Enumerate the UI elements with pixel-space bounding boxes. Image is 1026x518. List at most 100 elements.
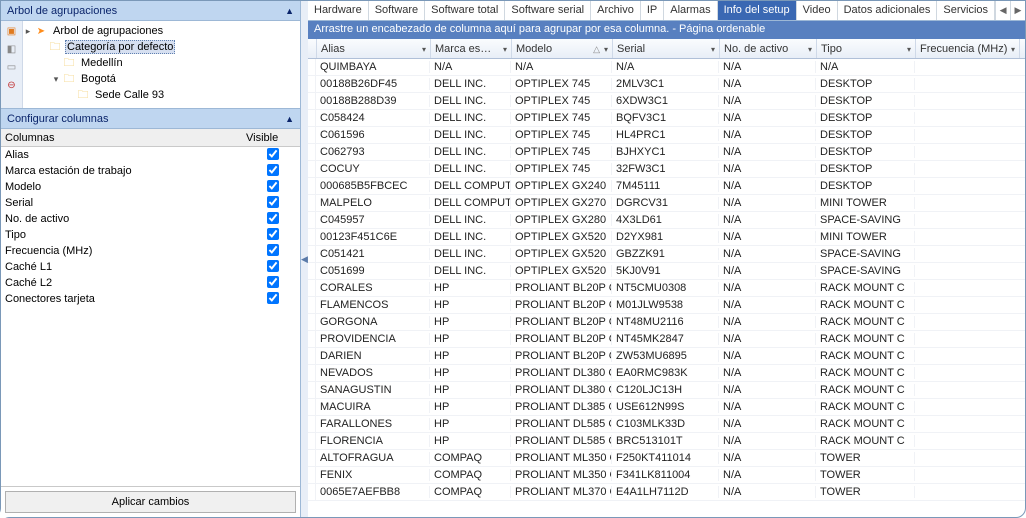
tab-scroll-left[interactable]: ◀: [995, 1, 1010, 20]
tree-item-label: Sede Calle 93: [93, 89, 166, 101]
table-row[interactable]: MACUIRAHPPROLIANT DL385 GUSE612N99SN/ARA…: [308, 399, 1025, 416]
table-row[interactable]: C051699DELL INC.OPTIPLEX GX5205KJ0V91N/A…: [308, 263, 1025, 280]
column-header[interactable]: Marca es…▾: [431, 39, 512, 58]
tree-root-label[interactable]: Arbol de agrupaciones: [51, 25, 165, 37]
table-row[interactable]: FARALLONESHPPROLIANT DL585 GC103MLK33DN/…: [308, 416, 1025, 433]
filter-dropdown-icon[interactable]: ▾: [503, 45, 507, 54]
table-row[interactable]: 00188B26DF45DELL INC.OPTIPLEX 7452MLV3C1…: [308, 76, 1025, 93]
visible-checkbox[interactable]: [267, 212, 279, 224]
filter-dropdown-icon[interactable]: ▾: [1011, 45, 1015, 54]
filter-dropdown-icon[interactable]: ▾: [907, 45, 911, 54]
table-row[interactable]: FLORENCIAHPPROLIANT DL585 GBRC513101TN/A…: [308, 433, 1025, 450]
tree-btn-2[interactable]: ◧: [4, 41, 20, 57]
visible-checkbox[interactable]: [267, 292, 279, 304]
row-indicator: [308, 93, 316, 109]
visible-checkbox[interactable]: [267, 228, 279, 240]
tab-alarmas[interactable]: Alarmas: [664, 1, 717, 20]
table-cell: COCUY: [316, 163, 430, 175]
table-cell: RACK MOUNT C: [816, 367, 915, 379]
visible-checkbox[interactable]: [267, 180, 279, 192]
tab-datos-adicionales[interactable]: Datos adicionales: [838, 1, 938, 20]
table-row[interactable]: ALTOFRAGUACOMPAQPROLIANT ML350 GF250KT41…: [308, 450, 1025, 467]
table-row[interactable]: C058424DELL INC.OPTIPLEX 745BQFV3C1N/ADE…: [308, 110, 1025, 127]
table-row[interactable]: PROVIDENCIAHPPROLIANT BL20P GNT45MK2847N…: [308, 331, 1025, 348]
apply-button[interactable]: Aplicar cambios: [5, 491, 296, 513]
column-header[interactable]: No. de activo▾: [720, 39, 817, 58]
table-row[interactable]: FENIXCOMPAQPROLIANT ML350 GF341LK811004N…: [308, 467, 1025, 484]
tab-software-total[interactable]: Software total: [425, 1, 505, 20]
filter-dropdown-icon[interactable]: ▾: [711, 45, 715, 54]
tab-servicios[interactable]: Servicios: [937, 1, 995, 20]
column-header[interactable]: Tipo ▾: [817, 39, 916, 58]
table-row[interactable]: CORALESHPPROLIANT BL20P GNT5CMU0308N/ARA…: [308, 280, 1025, 297]
filter-dropdown-icon[interactable]: ▾: [422, 45, 426, 54]
tree-btn-1[interactable]: ▣: [4, 23, 20, 39]
tab-info-del-setup[interactable]: Info del setup: [718, 1, 797, 20]
column-header-label: Tipo: [821, 43, 842, 55]
table-row[interactable]: DARIENHPPROLIANT BL20P GZW53MU6895N/ARAC…: [308, 348, 1025, 365]
table-row[interactable]: COCUYDELL INC.OPTIPLEX 74532FW3C1N/ADESK…: [308, 161, 1025, 178]
column-header[interactable]: Modelo△▾: [512, 39, 613, 58]
table-cell: N/A: [719, 367, 816, 379]
tree-panel-header[interactable]: Arbol de agrupaciones ▲: [1, 1, 300, 21]
tab-video[interactable]: Video: [797, 1, 838, 20]
table-row[interactable]: GORGONAHPPROLIANT BL20P GNT48MU2116N/ARA…: [308, 314, 1025, 331]
tree-btn-3[interactable]: ▭: [4, 59, 20, 75]
table-row[interactable]: 00123F451C6EDELL INC.OPTIPLEX GX520D2YX9…: [308, 229, 1025, 246]
splitter[interactable]: ◀: [301, 1, 308, 517]
table-cell: N/A: [612, 61, 719, 73]
tab-software[interactable]: Software: [369, 1, 425, 20]
tab-hardware[interactable]: Hardware: [308, 1, 369, 20]
table-row[interactable]: MALPELODELL COMPUTOPTIPLEX GX270DGRCV31N…: [308, 195, 1025, 212]
tree-item[interactable]: 🗀Sede Calle 93: [23, 87, 296, 103]
filter-dropdown-icon[interactable]: ▾: [604, 45, 608, 54]
table-cell: N/A: [719, 435, 816, 447]
columns-panel-header[interactable]: Configurar columnas ▲: [1, 109, 300, 129]
tree-item[interactable]: ▾🗀Bogotá: [23, 71, 296, 87]
table-row[interactable]: C051421DELL INC.OPTIPLEX GX520GBZZK91N/A…: [308, 246, 1025, 263]
table-row[interactable]: SANAGUSTINHPPROLIANT DL380 GC120LJC13HN/…: [308, 382, 1025, 399]
table-row[interactable]: 000685B5FBCECDELL COMPUTOPTIPLEX GX2407M…: [308, 178, 1025, 195]
table-cell: N/A: [719, 95, 816, 107]
row-indicator: [308, 263, 316, 279]
table-row[interactable]: QUIMBAYAN/AN/AN/AN/AN/A: [308, 59, 1025, 76]
column-header[interactable]: Frecuencia (MHz)▾: [916, 39, 1020, 58]
table-cell: N/A: [719, 452, 816, 464]
config-row: Tipo: [1, 227, 300, 243]
tab-archivo[interactable]: Archivo: [591, 1, 641, 20]
table-cell: N/A: [719, 486, 816, 498]
table-row[interactable]: 00188B288D39DELL INC.OPTIPLEX 7456XDW3C1…: [308, 93, 1025, 110]
table-row[interactable]: FLAMENCOSHPPROLIANT BL20P GM01JLW9538N/A…: [308, 297, 1025, 314]
filter-dropdown-icon[interactable]: ▾: [808, 45, 812, 54]
visible-checkbox[interactable]: [267, 196, 279, 208]
column-header[interactable]: Alias▾: [317, 39, 431, 58]
table-cell: N/A: [719, 333, 816, 345]
config-label: Caché L1: [5, 261, 246, 273]
tree-btn-delete[interactable]: ⊖: [4, 77, 20, 93]
tab-ip[interactable]: IP: [641, 1, 664, 20]
table-cell: RACK MOUNT C: [816, 316, 915, 328]
table-cell: QUIMBAYA: [316, 61, 430, 73]
table-cell: N/A: [719, 316, 816, 328]
table-row[interactable]: NEVADOSHPPROLIANT DL380 GEA0RMC983KN/ARA…: [308, 365, 1025, 382]
table-row[interactable]: C045957DELL INC.OPTIPLEX GX2804X3LD61N/A…: [308, 212, 1025, 229]
visible-checkbox[interactable]: [267, 164, 279, 176]
table-cell: DELL INC.: [430, 78, 511, 90]
table-cell: D2YX981: [612, 231, 719, 243]
expander-icon[interactable]: ▾: [51, 74, 61, 85]
tab-scroll-right[interactable]: ▶: [1010, 1, 1025, 20]
group-by-bar[interactable]: Arrastre un encabezado de columna aquí p…: [308, 21, 1025, 39]
visible-checkbox[interactable]: [267, 276, 279, 288]
tab-software-serial[interactable]: Software serial: [505, 1, 591, 20]
table-row[interactable]: C062793DELL INC.OPTIPLEX 745BJHXYC1N/ADE…: [308, 144, 1025, 161]
expander-icon[interactable]: ▸: [23, 26, 33, 37]
table-row[interactable]: C061596DELL INC.OPTIPLEX 745HL4PRC1N/ADE…: [308, 127, 1025, 144]
row-indicator: [308, 399, 316, 415]
table-row[interactable]: 0065E7AEFBB8COMPAQPROLIANT ML370 GE4A1LH…: [308, 484, 1025, 501]
visible-checkbox[interactable]: [267, 260, 279, 272]
column-header-label: Modelo: [516, 43, 552, 55]
column-header[interactable]: Serial▾: [613, 39, 720, 58]
table-cell: PROLIANT BL20P G: [511, 282, 612, 294]
visible-checkbox[interactable]: [267, 148, 279, 160]
visible-checkbox[interactable]: [267, 244, 279, 256]
